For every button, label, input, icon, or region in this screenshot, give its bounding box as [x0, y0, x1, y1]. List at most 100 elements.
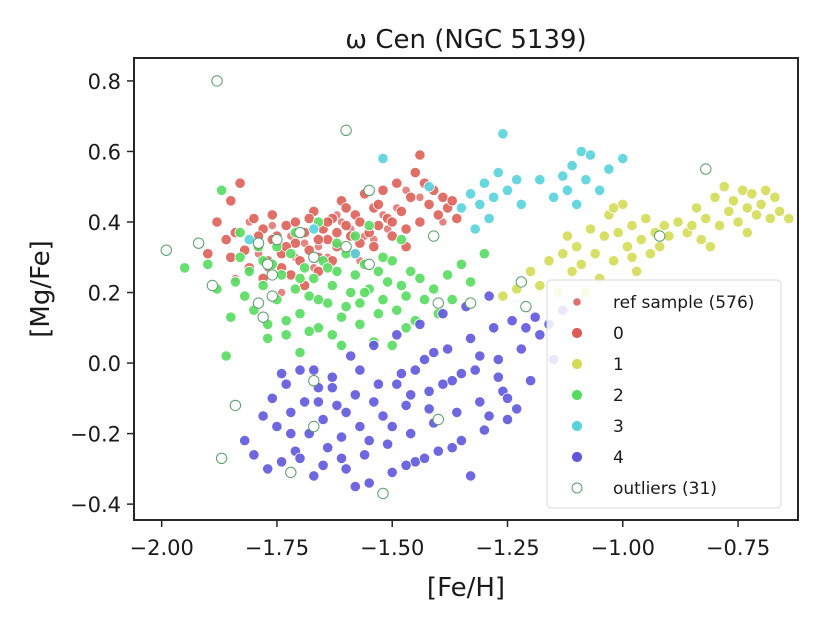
point-series-4-32: [395, 367, 407, 380]
point-series-4-13: [308, 470, 320, 482]
point-series-4-28: [377, 410, 389, 422]
point-series-2-63: [372, 308, 384, 320]
point-series-2-36: [372, 265, 384, 277]
point-series-4-17: [326, 371, 338, 383]
point-series-0-71: [340, 202, 352, 214]
point-series-4-53: [492, 353, 504, 366]
point-series-3-11: [557, 170, 569, 182]
data-points: [160, 75, 795, 500]
point-series-2-76: [322, 262, 334, 274]
point-series-2-30: [345, 286, 357, 299]
point-outlier-25: [515, 276, 527, 288]
x-tick-label: −1.25: [475, 536, 539, 560]
point-series-0-48: [437, 191, 449, 203]
point-series-4-33: [400, 399, 412, 411]
point-series-2-66: [335, 339, 348, 351]
point-series-1-51: [497, 290, 509, 302]
y-tick-label: 0.2: [88, 282, 121, 306]
point-series-0-2: [220, 234, 232, 246]
point-series-0-64: [331, 227, 343, 239]
point-series-4-57: [515, 343, 527, 355]
point-series-2-4: [225, 311, 237, 323]
point-outlier-23: [432, 297, 444, 309]
point-series-4-23: [354, 420, 366, 433]
point-series-4-42: [441, 343, 454, 355]
point-series-4-38: [423, 385, 435, 397]
point-series-1-31: [704, 241, 717, 253]
x-tick-label: −1.50: [360, 536, 424, 560]
point-series-2-16: [280, 329, 292, 341]
point-series-2-64: [400, 322, 412, 334]
point-series-1-21: [644, 248, 657, 260]
point-series-4-76: [437, 378, 449, 390]
x-tick-label: −2.00: [129, 536, 193, 560]
point-series-2-60: [340, 300, 352, 313]
point-series-4-8: [285, 406, 297, 418]
point-series-2-20: [298, 262, 311, 274]
point-series-3-12: [561, 184, 574, 196]
point-series-1-1: [534, 279, 546, 292]
point-outlier-17: [308, 420, 320, 433]
point-series-ref-8: [415, 192, 425, 202]
point-series-4-78: [474, 350, 486, 362]
point-series-1-14: [612, 227, 624, 239]
point-series-2-25: [322, 297, 334, 309]
point-series-2-51: [455, 258, 467, 270]
point-series-1-55: [686, 219, 698, 232]
point-series-4-71: [294, 452, 306, 464]
point-series-4-20: [340, 463, 352, 475]
point-series-3-26: [483, 212, 495, 225]
point-series-3-0: [464, 188, 477, 200]
point-series-3-25: [455, 202, 467, 214]
point-series-2-65: [386, 339, 398, 351]
point-series-4-83: [275, 367, 288, 380]
chart-title: ω Cen (NGC 5139): [345, 25, 586, 55]
point-series-4-89: [312, 396, 324, 408]
point-outlier-30: [700, 163, 712, 175]
point-series-2-72: [349, 230, 361, 242]
legend-label-3: 2: [613, 386, 624, 406]
point-series-3-2: [478, 177, 490, 189]
point-series-2-8: [243, 265, 255, 277]
point-series-0-62: [289, 216, 301, 228]
point-series-4-87: [363, 434, 375, 447]
point-series-3-28: [469, 223, 481, 235]
point-series-4-16: [322, 442, 334, 454]
point-series-2-50: [446, 293, 458, 306]
point-series-2-40: [391, 304, 403, 316]
point-series-3-4: [492, 167, 504, 179]
point-series-4-55: [501, 413, 514, 426]
point-series-3-14: [571, 198, 583, 210]
point-outlier-2: [363, 184, 375, 197]
point-outlier-22: [363, 258, 375, 270]
point-series-4-19: [335, 431, 348, 443]
point-series-2-56: [280, 315, 292, 327]
point-series-4-1: [248, 449, 260, 461]
x-tick-label: −0.75: [706, 536, 770, 560]
point-series-2-43: [405, 265, 417, 277]
point-series-0-40: [400, 223, 412, 235]
y-tick-label: 0.4: [88, 211, 121, 235]
point-series-4-24: [358, 449, 371, 461]
point-series-2-78: [363, 219, 375, 232]
point-series-2-32: [354, 297, 366, 309]
point-series-3-3: [488, 191, 500, 203]
point-series-4-25: [363, 477, 375, 489]
point-series-1-9: [589, 248, 601, 260]
point-series-4-85: [405, 389, 417, 401]
point-series-1-11: [598, 230, 610, 242]
point-series-4-63: [349, 480, 361, 493]
point-series-4-91: [501, 392, 514, 404]
y-axis-label: [Mg/Fe]: [26, 240, 56, 338]
point-series-4-15: [317, 413, 329, 426]
point-series-2-74: [294, 272, 306, 284]
point-series-1-20: [640, 212, 652, 225]
point-series-1-37: [732, 216, 744, 228]
point-series-3-9: [534, 174, 546, 186]
point-series-3-7: [511, 174, 523, 186]
point-series-0-59: [225, 251, 237, 263]
point-series-4-72: [368, 396, 380, 408]
point-outlier-0: [211, 75, 223, 87]
point-series-3-27: [423, 181, 435, 193]
point-series-0-72: [322, 216, 334, 228]
